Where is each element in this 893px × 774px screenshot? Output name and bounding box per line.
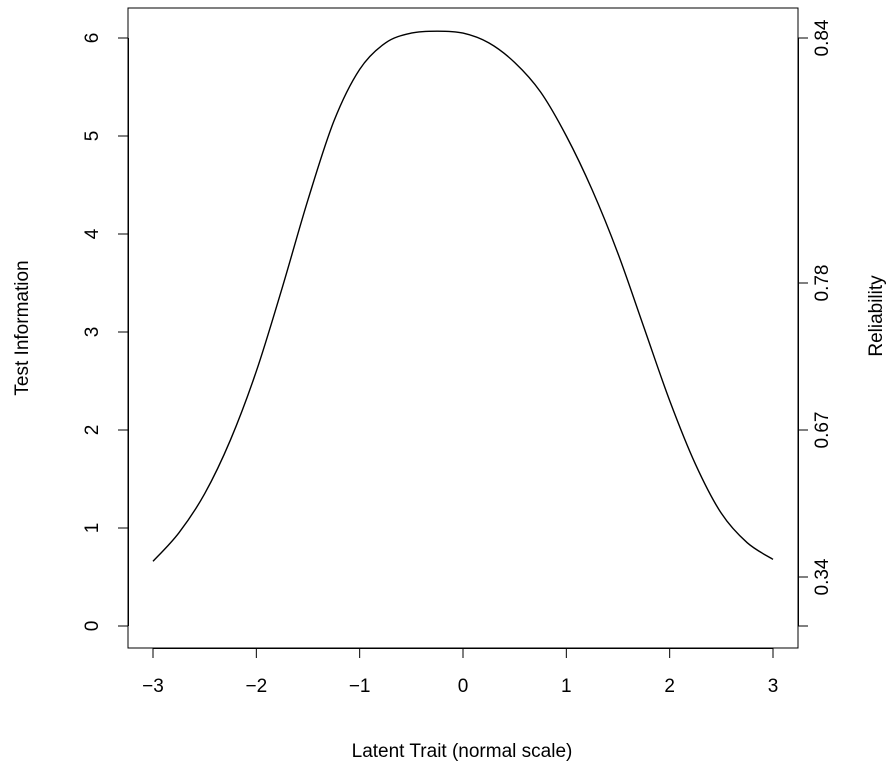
y-axis-title: Test Information bbox=[12, 260, 33, 395]
y2-tick-label: 0.67 bbox=[812, 412, 833, 449]
y-tick-label: 3 bbox=[82, 327, 103, 338]
y2-tick-label: 0.78 bbox=[812, 265, 833, 302]
y-axis-left: 0 1 2 3 4 5 6 bbox=[82, 33, 129, 632]
x-tick-label: 2 bbox=[664, 676, 675, 697]
x-tick-label: −3 bbox=[142, 676, 164, 697]
y-tick-label: 0 bbox=[82, 621, 103, 632]
y2-tick-label: 0.34 bbox=[812, 558, 833, 595]
y-tick-label: 1 bbox=[82, 523, 103, 534]
y2-axis-title: Reliability bbox=[866, 275, 887, 357]
y-axis-right: 0.34 0.67 0.78 0.84 bbox=[798, 19, 833, 627]
x-tick-label: −1 bbox=[349, 676, 371, 697]
plot-area bbox=[152, 30, 774, 562]
y2-tick-label: 0.84 bbox=[812, 19, 833, 56]
x-tick-label: −2 bbox=[245, 676, 267, 697]
y-tick-label: 5 bbox=[82, 131, 103, 142]
x-axis-title: Latent Trait (normal scale) bbox=[352, 741, 573, 762]
information-curve bbox=[152, 30, 774, 562]
x-axis: −3 −2 −1 0 1 2 3 bbox=[142, 648, 778, 697]
x-tick-label: 1 bbox=[561, 676, 572, 697]
y-tick-label: 4 bbox=[82, 228, 103, 239]
y-tick-label: 2 bbox=[82, 425, 103, 436]
plot-frame bbox=[127, 7, 799, 649]
y-tick-label: 6 bbox=[82, 33, 103, 44]
x-tick-label: 3 bbox=[768, 676, 779, 697]
x-tick-label: 0 bbox=[458, 676, 469, 697]
